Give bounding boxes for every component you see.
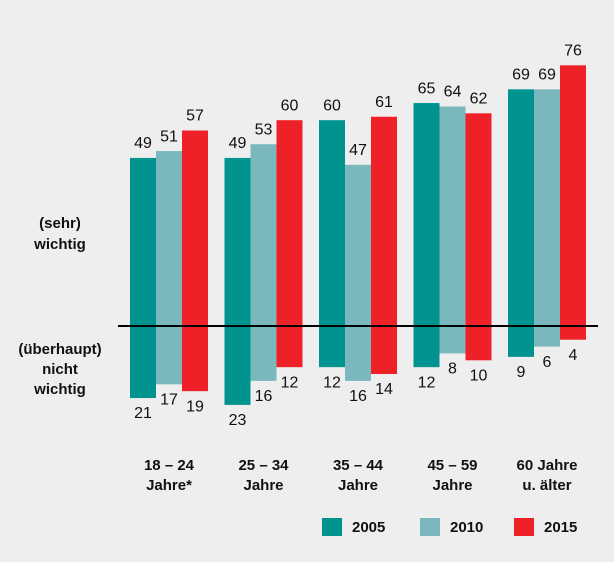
bar bbox=[465, 113, 492, 326]
value-label: 51 bbox=[160, 128, 178, 145]
x-tick-label: 60 Jahre bbox=[517, 457, 578, 474]
value-label: 23 bbox=[229, 412, 247, 429]
bar bbox=[319, 120, 345, 326]
bar bbox=[508, 89, 534, 326]
x-tick-label: u. älter bbox=[522, 477, 571, 494]
value-label: 60 bbox=[281, 97, 299, 114]
x-tick-label: Jahre bbox=[338, 477, 378, 494]
bar bbox=[413, 103, 440, 326]
legend-label: 2005 bbox=[352, 519, 385, 536]
value-label: 65 bbox=[418, 80, 436, 97]
annotation: (überhaupt) bbox=[18, 341, 101, 358]
x-tick-label: 25 – 34 bbox=[238, 457, 289, 474]
x-tick-label: 35 – 44 bbox=[333, 457, 384, 474]
value-label: 16 bbox=[255, 388, 273, 405]
value-label: 16 bbox=[349, 388, 367, 405]
value-label: 12 bbox=[281, 374, 299, 391]
x-tick-label: 18 – 24 bbox=[144, 457, 195, 474]
bar-below bbox=[413, 326, 440, 368]
bar-below bbox=[130, 326, 156, 399]
x-tick-label: Jahre bbox=[243, 477, 283, 494]
bar-below bbox=[345, 326, 371, 381]
value-label: 76 bbox=[564, 43, 582, 60]
annotation: (sehr) bbox=[39, 215, 81, 232]
bar bbox=[534, 89, 560, 326]
bar-below bbox=[182, 326, 208, 392]
legend-label: 2010 bbox=[450, 519, 483, 536]
x-tick-label: 45 – 59 bbox=[427, 457, 477, 474]
value-label: 4 bbox=[569, 347, 578, 364]
value-label: 62 bbox=[470, 91, 488, 108]
value-label: 53 bbox=[255, 121, 273, 138]
bar-below bbox=[319, 326, 345, 368]
annotation: wichtig bbox=[33, 236, 86, 253]
bar-below bbox=[224, 326, 251, 405]
value-label: 17 bbox=[160, 392, 178, 409]
value-label: 6 bbox=[543, 354, 552, 371]
bar-below bbox=[250, 326, 277, 381]
value-label: 8 bbox=[448, 361, 457, 378]
value-label: 49 bbox=[229, 135, 247, 152]
value-label: 61 bbox=[375, 94, 393, 111]
bar bbox=[250, 144, 277, 326]
value-label: 14 bbox=[375, 381, 393, 398]
legend-swatch bbox=[420, 518, 440, 536]
bar-below bbox=[371, 326, 397, 375]
bar-below bbox=[560, 326, 586, 340]
bar-below bbox=[439, 326, 466, 354]
x-tick-label: Jahre* bbox=[146, 477, 192, 494]
bar bbox=[224, 157, 251, 326]
bar-below bbox=[534, 326, 560, 347]
value-label: 19 bbox=[186, 398, 204, 415]
bar bbox=[182, 130, 208, 326]
value-label: 69 bbox=[538, 67, 556, 84]
value-label: 9 bbox=[517, 364, 526, 381]
bar bbox=[276, 120, 303, 326]
bar-below bbox=[276, 326, 303, 368]
value-label: 60 bbox=[323, 97, 341, 114]
value-label: 57 bbox=[186, 108, 204, 125]
legend-swatch bbox=[322, 518, 342, 536]
annotation: nicht bbox=[42, 361, 78, 378]
bar bbox=[130, 157, 156, 326]
bar-below bbox=[156, 326, 182, 385]
bar bbox=[560, 65, 586, 326]
bar bbox=[439, 106, 466, 326]
bar bbox=[156, 151, 182, 326]
x-tick-label: Jahre bbox=[432, 477, 472, 494]
value-label: 21 bbox=[134, 405, 152, 422]
value-label: 49 bbox=[134, 135, 152, 152]
value-label: 12 bbox=[418, 374, 436, 391]
value-label: 47 bbox=[349, 142, 367, 159]
value-label: 69 bbox=[512, 67, 530, 84]
bar-below bbox=[465, 326, 492, 361]
legend-label: 2015 bbox=[544, 519, 577, 536]
value-label: 64 bbox=[444, 84, 462, 101]
value-label: 12 bbox=[323, 374, 341, 391]
legend-swatch bbox=[514, 518, 534, 536]
value-label: 10 bbox=[470, 368, 488, 385]
bar bbox=[371, 116, 397, 327]
bar-below bbox=[508, 326, 534, 357]
bar bbox=[345, 164, 371, 326]
annotation: wichtig bbox=[33, 381, 86, 398]
